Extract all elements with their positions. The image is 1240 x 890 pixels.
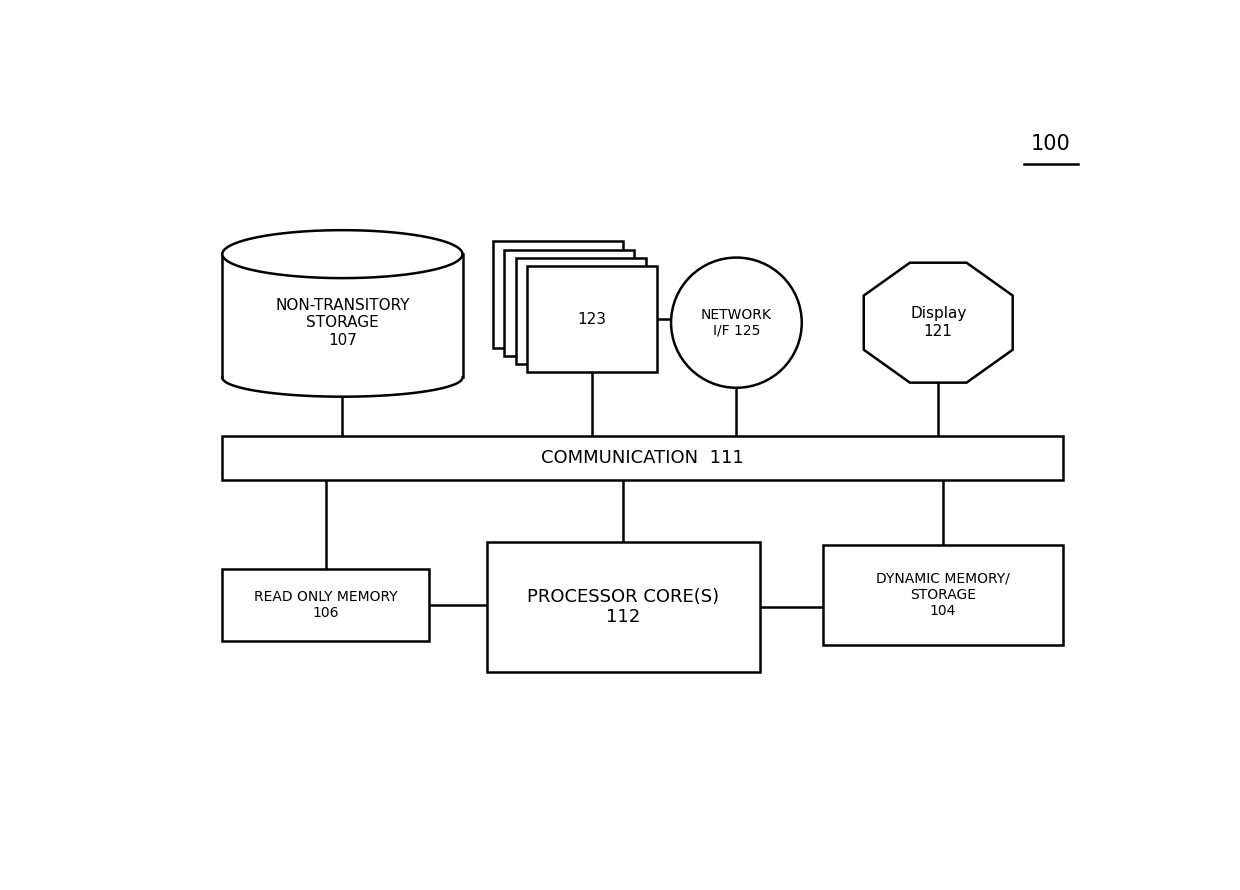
Ellipse shape (671, 257, 802, 388)
Text: NON-TRANSITORY
STORAGE
107: NON-TRANSITORY STORAGE 107 (275, 298, 409, 348)
Polygon shape (222, 255, 463, 377)
Polygon shape (222, 231, 463, 278)
Polygon shape (222, 377, 463, 397)
FancyBboxPatch shape (222, 436, 1063, 481)
Polygon shape (864, 263, 1013, 383)
FancyBboxPatch shape (516, 258, 646, 364)
FancyBboxPatch shape (222, 570, 429, 642)
Text: NETWORK
I/F 125: NETWORK I/F 125 (701, 308, 771, 338)
Text: PROCESSOR CORE(S)
112: PROCESSOR CORE(S) 112 (527, 587, 719, 627)
Text: 123: 123 (578, 312, 606, 327)
Text: Display
121: Display 121 (910, 306, 966, 339)
FancyBboxPatch shape (505, 250, 634, 356)
Text: DYNAMIC MEMORY/
STORAGE
104: DYNAMIC MEMORY/ STORAGE 104 (877, 572, 1009, 619)
FancyBboxPatch shape (527, 266, 657, 372)
Text: 100: 100 (1030, 134, 1070, 155)
Text: READ ONLY MEMORY
106: READ ONLY MEMORY 106 (254, 590, 397, 620)
Text: COMMUNICATION  111: COMMUNICATION 111 (542, 449, 744, 467)
FancyBboxPatch shape (486, 542, 760, 672)
FancyBboxPatch shape (823, 546, 1063, 644)
FancyBboxPatch shape (492, 241, 622, 348)
